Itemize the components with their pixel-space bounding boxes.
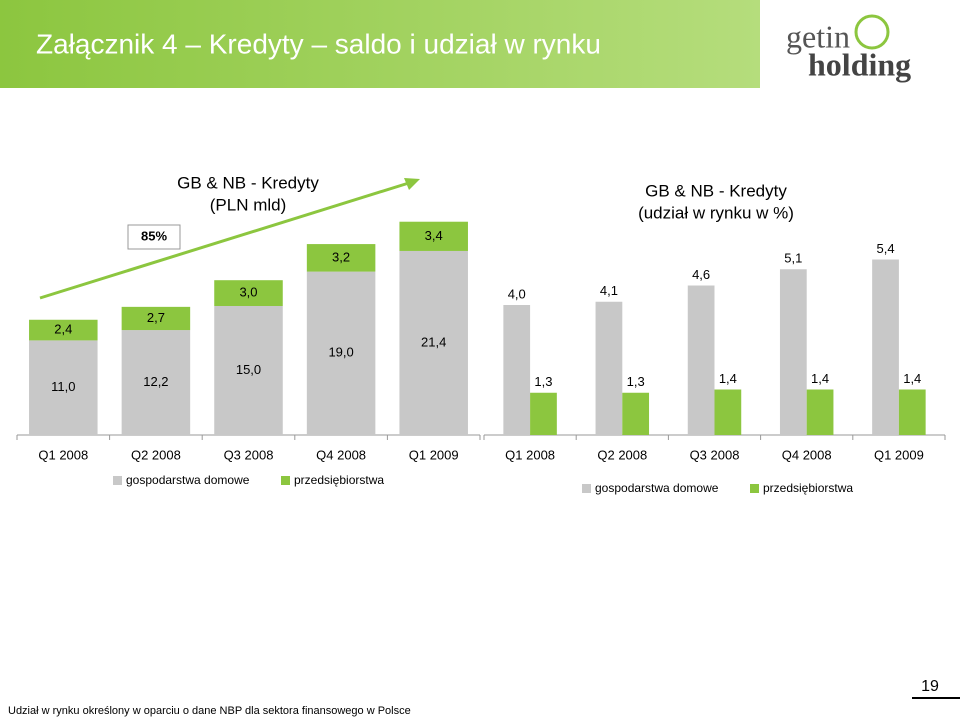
value-label: 2,4 [54, 322, 72, 337]
footnote: Udział w rynku określony w oparciu o dan… [8, 705, 411, 717]
x-tick-label: Q4 2008 [782, 447, 832, 462]
slide-title: Załącznik 4 – Kredyty – saldo i udział w… [36, 28, 601, 59]
value-label: 4,0 [508, 286, 526, 301]
legend-swatch [113, 476, 122, 485]
legend-swatch [281, 476, 290, 485]
value-label: 1,4 [811, 371, 829, 386]
arrow-head [404, 178, 420, 190]
logo-top: getin [786, 18, 850, 54]
value-label: 11,0 [51, 379, 75, 394]
bar [714, 389, 742, 435]
bar-segment [214, 280, 283, 306]
value-label: 1,3 [627, 374, 645, 389]
x-tick-label: Q1 2009 [874, 447, 924, 462]
value-label: 5,4 [876, 241, 894, 256]
value-label: 3,0 [239, 285, 257, 300]
value-label: 4,1 [600, 283, 618, 298]
page-number: 19 [921, 678, 939, 695]
bar [898, 389, 926, 435]
value-label: 19,0 [328, 345, 353, 360]
value-label: 4,6 [692, 267, 710, 282]
value-label: 12,2 [143, 374, 168, 389]
legend-label: gospodarstwa domowe [595, 481, 719, 495]
chart-subtitle: (udział w rynku w %) [638, 203, 794, 222]
bar [687, 285, 715, 435]
bar [595, 301, 623, 435]
x-tick-label: Q3 2008 [690, 447, 740, 462]
bar-segment [306, 271, 376, 435]
value-label: 1,4 [719, 371, 737, 386]
chart-title: GB & NB - Kredyty [177, 173, 319, 192]
value-label: 3,2 [332, 249, 350, 264]
value-label: 15,0 [236, 362, 261, 377]
bar-segment [121, 330, 191, 435]
bar-segment [121, 306, 191, 331]
bar-segment [306, 244, 376, 272]
bar [530, 392, 557, 435]
bar-segment [29, 319, 98, 341]
x-tick-label: Q2 2008 [131, 447, 181, 462]
header-band [0, 0, 760, 88]
x-tick-label: Q4 2008 [316, 447, 366, 462]
bar [779, 269, 807, 435]
logo-bottom: holding [808, 46, 911, 82]
bar [872, 259, 899, 435]
bar [503, 305, 531, 435]
bar [806, 389, 834, 435]
x-tick-label: Q3 2008 [224, 447, 274, 462]
value-label: 21,4 [421, 334, 446, 349]
chart-subtitle: (PLN mld) [210, 195, 287, 214]
annotation: 85% [141, 228, 167, 243]
logo-ring [854, 14, 890, 50]
x-tick-label: Q1 2008 [505, 447, 555, 462]
value-label: 1,3 [534, 374, 552, 389]
legend-swatch [750, 484, 759, 493]
legend-label: gospodarstwa domowe [126, 473, 250, 487]
legend-label: przedsiębiorstwa [294, 473, 384, 487]
bar-segment [29, 340, 98, 435]
bar-segment [214, 306, 283, 435]
value-label: 3,4 [425, 228, 443, 243]
bar-segment [399, 250, 468, 435]
chart-title: GB & NB - Kredyty [645, 181, 787, 200]
x-tick-label: Q1 2008 [38, 447, 88, 462]
x-tick-label: Q2 2008 [597, 447, 647, 462]
legend-label: przedsiębiorstwa [763, 481, 853, 495]
value-label: 1,4 [903, 371, 921, 386]
growth-arrow [39, 180, 413, 300]
value-label: 2,7 [147, 310, 165, 325]
legend-swatch [582, 484, 591, 493]
value-label: 5,1 [784, 251, 802, 266]
annotation-box [127, 224, 181, 250]
bar-segment [399, 221, 468, 251]
bar [622, 392, 650, 435]
x-tick-label: Q1 2009 [409, 447, 459, 462]
